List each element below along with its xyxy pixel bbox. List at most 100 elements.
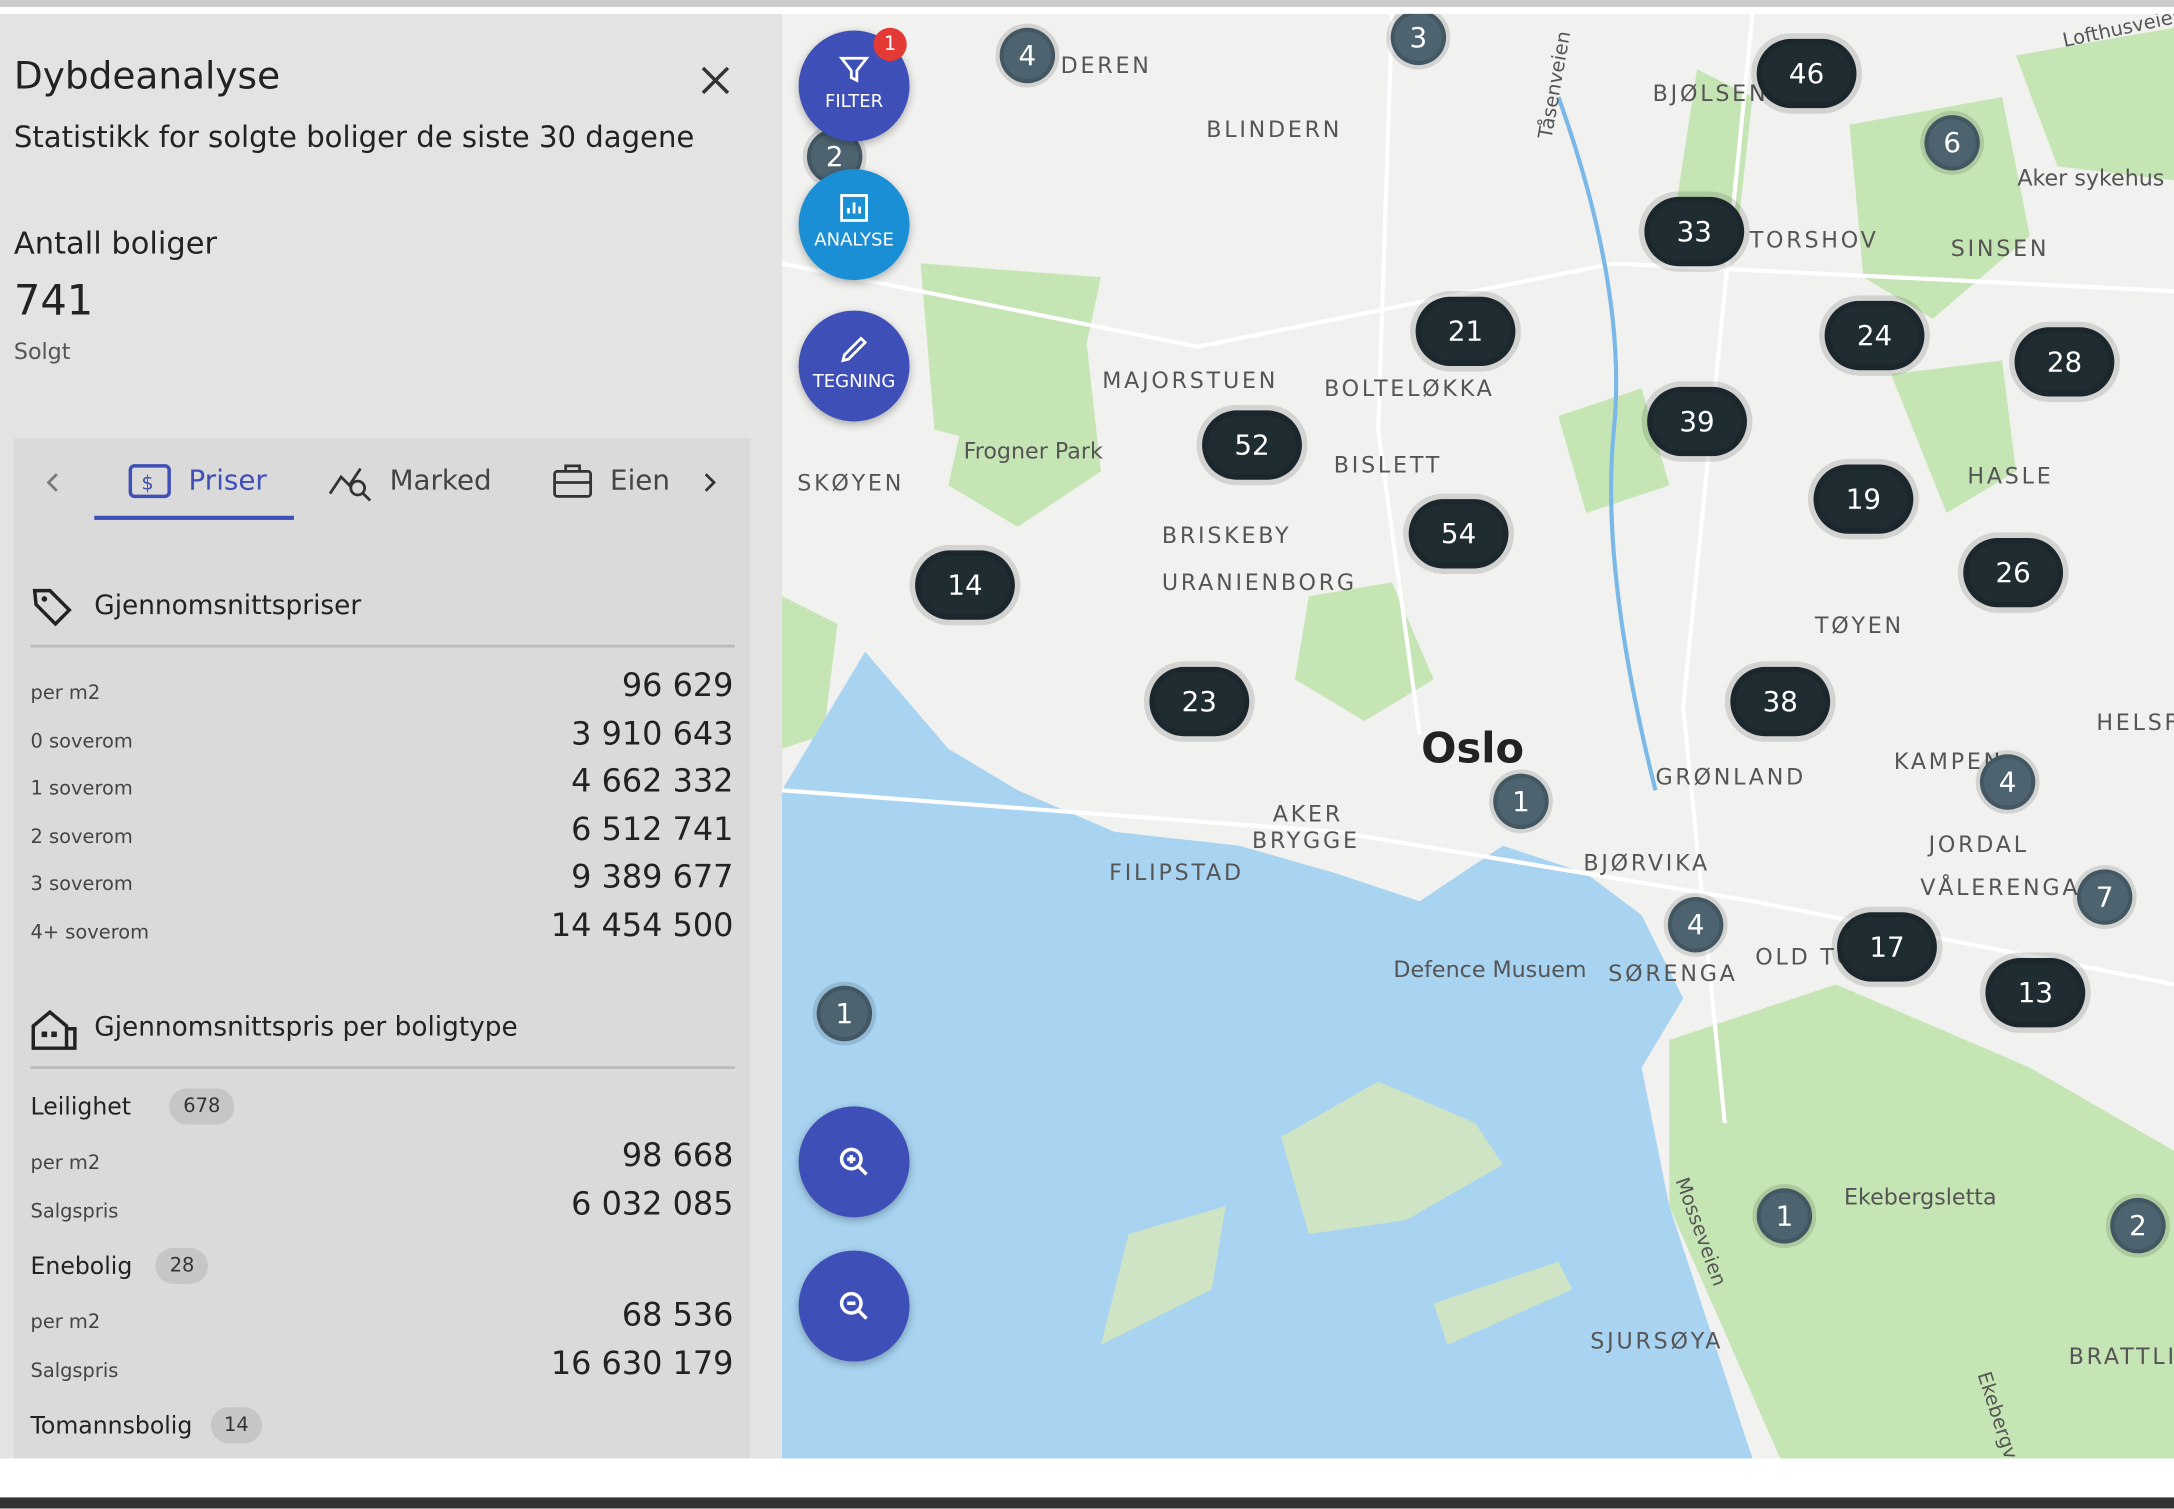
row-value: 98 668 <box>621 1138 734 1175</box>
top-bar <box>0 0 2174 7</box>
filter-badge: 1 <box>873 27 907 62</box>
cluster-marker <box>1975 750 2040 814</box>
close-button[interactable] <box>699 64 732 97</box>
cluster[interactable]: 46 <box>1789 57 1824 90</box>
row-label: 2 soverom <box>30 826 133 849</box>
place-label: Frogner Park <box>964 438 1103 464</box>
cluster-marker <box>1403 493 1515 575</box>
tab-icon <box>328 467 372 502</box>
cluster[interactable]: 1 <box>1776 1199 1794 1232</box>
place-label: Defence Musuem <box>1393 957 1586 983</box>
place-label: HASLE <box>1967 463 2053 489</box>
count-value: 741 <box>13 277 94 326</box>
cluster[interactable]: 3 <box>1410 21 1428 54</box>
row-value: 96 629 <box>621 668 734 705</box>
row-value: 6 512 741 <box>571 812 734 849</box>
cluster[interactable]: 1 <box>1512 785 1530 818</box>
divider <box>30 644 735 648</box>
cluster[interactable]: 17 <box>1869 930 1904 963</box>
section-title: Gjennomsnittspris per boligtype <box>94 1012 518 1043</box>
cluster[interactable]: 19 <box>1846 483 1881 516</box>
place-label: Ekebergsletta <box>1844 1184 1997 1210</box>
type-count: 14 <box>210 1407 263 1444</box>
cluster[interactable]: 14 <box>947 568 982 601</box>
tab[interactable]: Marked <box>389 463 492 497</box>
place-label: GRØNLAND <box>1655 764 1806 790</box>
cluster-marker <box>1831 906 1943 988</box>
tab-icon <box>553 464 593 498</box>
place-label: BRISKEBY <box>1162 523 1292 549</box>
row-label: per m2 <box>30 682 101 705</box>
map: DEREN BLINDERN BJØLSEN TORSHOV SINSEN Aker sy… <box>781 13 2174 1459</box>
stats-card: $ Priser Marked Eien Gjennomsnittspriser… <box>13 438 751 1459</box>
drawing-button[interactable]: TEGNING <box>798 310 910 422</box>
row-value: 68 536 <box>621 1297 734 1334</box>
row-label: Salgspris <box>30 1200 119 1223</box>
type-name: Tomannsbolig <box>30 1412 193 1441</box>
place-label: VÅLERENGA <box>1920 873 2080 901</box>
tab-icon: $ <box>128 464 171 499</box>
bottom-bar <box>0 1497 2174 1509</box>
cluster[interactable]: 26 <box>1996 556 2031 589</box>
cluster[interactable]: 13 <box>2018 976 2053 1009</box>
button-label: ANALYSE <box>814 230 894 251</box>
place-label: BJØRVIKA <box>1583 850 1710 876</box>
zoom-out-button[interactable] <box>798 1250 910 1362</box>
place-label: SJURSØYA <box>1590 1329 1723 1355</box>
tab-next[interactable] <box>699 469 721 497</box>
count-label: Antall boliger <box>13 227 218 263</box>
cluster-marker <box>1751 33 1863 114</box>
place-label: SKØYEN <box>797 470 904 496</box>
cluster-marker <box>1386 13 1451 70</box>
cluster[interactable]: 6 <box>1943 126 1961 159</box>
filter-button[interactable]: FILTER 1 <box>798 27 910 142</box>
tab[interactable]: Priser <box>188 463 267 497</box>
button-label: FILTER <box>824 91 884 113</box>
cluster[interactable]: 4 <box>1999 765 2017 798</box>
cluster[interactable]: 2 <box>826 140 844 173</box>
tab-indicator <box>94 515 294 520</box>
button-label: TEGNING <box>812 371 896 393</box>
cluster[interactable]: 39 <box>1679 405 1714 438</box>
cluster[interactable]: 1 <box>836 997 854 1030</box>
cluster[interactable]: 52 <box>1234 428 1269 461</box>
cluster[interactable]: 7 <box>2096 880 2114 913</box>
side-panel: Dybdeanalyse Statistikk for solgte bolig… <box>0 13 782 1459</box>
cluster[interactable]: 24 <box>1857 319 1892 352</box>
cluster[interactable]: 28 <box>2047 345 2082 378</box>
cluster-marker <box>995 23 1060 88</box>
place-label: BRYGGE <box>1252 828 1360 854</box>
price-tag-icon <box>32 588 72 627</box>
divider <box>30 1066 735 1069</box>
row-label: 1 soverom <box>30 778 133 801</box>
tab[interactable]: Eien <box>610 463 670 497</box>
cluster[interactable]: 21 <box>1448 315 1483 348</box>
cluster-marker <box>1489 769 1553 834</box>
zoom-in-button[interactable] <box>798 1106 910 1218</box>
row-value: 4 662 332 <box>571 764 734 801</box>
cluster[interactable]: 38 <box>1763 685 1798 718</box>
tab-prev[interactable] <box>42 469 64 497</box>
bottom-strip <box>0 1458 2174 1498</box>
cluster-marker <box>1819 295 1930 376</box>
cluster[interactable]: 54 <box>1441 517 1476 550</box>
cluster[interactable]: 33 <box>1677 215 1712 248</box>
analyse-button[interactable]: ANALYSE <box>798 169 910 281</box>
type-name: Leilighet <box>30 1093 132 1122</box>
row-label: 4+ soverom <box>30 922 150 945</box>
place-label: SINSEN <box>1951 236 2050 262</box>
cluster[interactable]: 2 <box>2129 1209 2147 1242</box>
place-label: FILIPSTAD <box>1109 860 1244 886</box>
cluster[interactable]: 4 <box>1687 908 1705 941</box>
count-caption: Solgt <box>13 338 71 365</box>
cluster[interactable]: 23 <box>1182 685 1217 718</box>
cluster-marker <box>909 544 1021 626</box>
cluster[interactable]: 4 <box>1019 39 1037 72</box>
place-label: AKER <box>1273 802 1343 828</box>
row-label: per m2 <box>30 1152 101 1175</box>
row-label: Salgspris <box>30 1360 119 1383</box>
cluster-marker <box>1724 661 1836 742</box>
place-label: JORDAL <box>1927 832 2029 858</box>
row-label: per m2 <box>30 1311 101 1334</box>
